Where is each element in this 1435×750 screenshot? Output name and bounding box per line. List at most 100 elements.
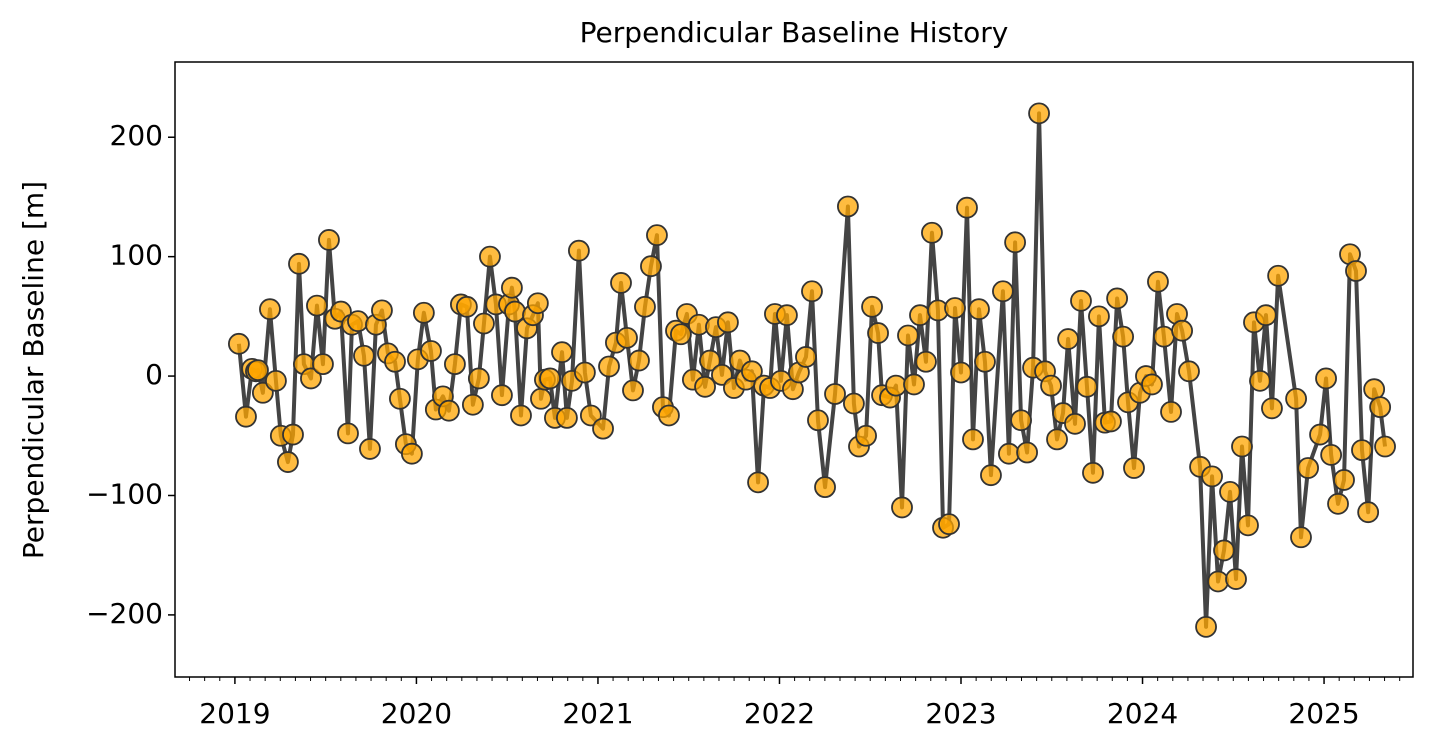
data-point (312, 353, 334, 376)
data-point (259, 298, 281, 321)
data-point (530, 387, 552, 410)
data-point (473, 312, 495, 335)
data-point (974, 350, 996, 373)
data-point (1285, 387, 1307, 410)
data-point (1255, 304, 1277, 327)
data-point (658, 404, 680, 427)
data-point (420, 340, 442, 362)
data-point (646, 224, 668, 247)
data-point (282, 423, 304, 446)
y-tick-label: −100 (86, 477, 163, 510)
data-point (479, 245, 501, 268)
y-tick-label: 0 (145, 358, 163, 391)
data-point (573, 361, 596, 384)
data-point (1123, 457, 1145, 479)
data-point (1046, 428, 1068, 451)
data-point (567, 239, 590, 262)
data-point (247, 359, 269, 381)
series-line (236, 111, 1388, 629)
data-point (444, 353, 466, 376)
data-point (1249, 369, 1271, 392)
data-point (491, 384, 513, 407)
plot-frame (174, 61, 1414, 678)
data-point (837, 195, 859, 218)
data-point (1309, 423, 1331, 446)
data-point (1261, 397, 1283, 420)
data-point (1315, 367, 1337, 390)
data-point (1374, 435, 1396, 458)
data-point (227, 332, 250, 355)
data-point (510, 404, 532, 427)
x-tick-label: 2020 (381, 697, 452, 730)
x-tick-label: 2021 (562, 697, 633, 730)
data-point (1141, 373, 1163, 396)
data-point (622, 379, 644, 402)
data-point (861, 295, 883, 318)
data-point (306, 294, 328, 317)
data-point (694, 375, 716, 398)
data-point (699, 349, 721, 372)
data-point (1213, 539, 1235, 562)
data-point (843, 392, 865, 415)
data-point (891, 496, 913, 519)
x-tick-label: 2024 (1107, 697, 1178, 730)
data-point (526, 292, 549, 315)
data-point (318, 229, 340, 251)
data-point (504, 300, 526, 323)
data-point (1082, 461, 1104, 484)
data-point (801, 280, 823, 303)
y-tick-label: 100 (110, 239, 163, 272)
data-point (1171, 319, 1194, 342)
data-point (670, 323, 692, 346)
data-point (1237, 514, 1259, 537)
data-point (1219, 481, 1241, 503)
y-tick-label: 200 (110, 119, 163, 152)
data-point (944, 297, 966, 319)
data-point (1290, 526, 1312, 549)
data-point (855, 424, 877, 447)
data-point (950, 361, 972, 384)
data-point (389, 387, 411, 410)
data-point (235, 405, 257, 428)
data-point (1363, 378, 1386, 401)
data-point (371, 299, 393, 322)
data-point (1040, 374, 1062, 397)
data-point (551, 341, 573, 364)
data-point (1225, 568, 1247, 590)
data-point (962, 428, 984, 451)
data-point (277, 451, 299, 473)
data-point (909, 304, 931, 327)
data-point (300, 367, 322, 390)
data-point (1160, 400, 1182, 423)
data-point (347, 310, 369, 333)
data-point (867, 322, 889, 344)
data-point (1004, 231, 1026, 254)
data-point (1267, 264, 1290, 287)
data-point (814, 476, 836, 499)
data-point (634, 295, 656, 318)
data-point (616, 326, 638, 349)
data-point (288, 252, 310, 275)
data-point (1076, 375, 1098, 398)
data-point (1357, 501, 1380, 524)
data-point (359, 438, 381, 460)
data-point (412, 301, 435, 324)
x-tick-label: 2019 (199, 697, 270, 730)
data-point (1112, 325, 1135, 348)
data-point (1100, 410, 1122, 433)
data-point (897, 324, 919, 347)
x-tick-label: 2022 (744, 697, 815, 730)
data-point (598, 355, 620, 378)
data-point (776, 304, 798, 327)
y-tick-label: −200 (86, 597, 163, 630)
data-point (795, 346, 817, 368)
data-point (1297, 457, 1319, 479)
data-point (938, 513, 960, 536)
data-point (807, 409, 829, 432)
data-point (915, 350, 937, 373)
data-point (1207, 570, 1229, 593)
y-axis-label: Perpendicular Baseline [m] (17, 181, 50, 559)
data-point (1016, 441, 1038, 464)
data-point (610, 272, 632, 294)
